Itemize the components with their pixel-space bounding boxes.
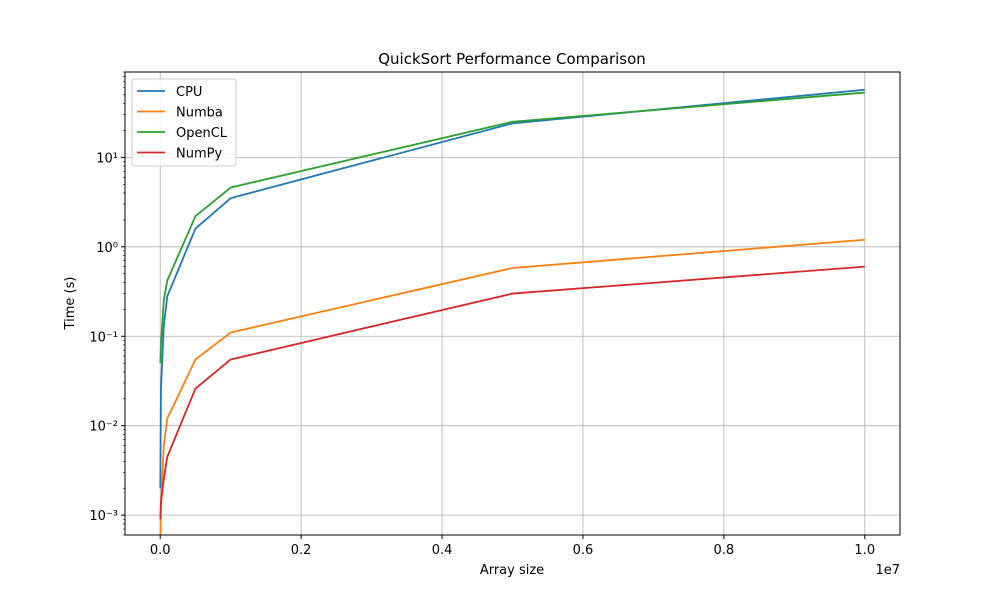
- y-tick-label: 10¹: [96, 151, 118, 166]
- x-offset-label: 1e7: [875, 563, 900, 578]
- legend-label-numba: Numba: [176, 106, 223, 121]
- grid: [125, 72, 900, 535]
- x-tick-label: 0.2: [291, 543, 312, 558]
- y-tick-label: 10⁰: [96, 241, 118, 256]
- series-line-numba: [159, 238, 865, 535]
- y-tick-label: 10⁻³: [89, 509, 118, 524]
- y-tick-label: 10⁻¹: [89, 330, 118, 345]
- x-axis-label: Array size: [480, 563, 544, 578]
- ticks: 0.0 0.2 0.4 0.6 0.8 1.0 10⁻³ 10⁻² 10⁻¹ 10⁰ 10¹: [89, 71, 875, 558]
- series-line-cpu: [159, 88, 865, 489]
- x-tick-label: 0.0: [150, 543, 171, 558]
- y-tick-label: 10⁻²: [89, 420, 118, 435]
- x-tick-label: 1.0: [854, 543, 875, 558]
- legend-label-numpy: NumPy: [176, 147, 222, 162]
- legend-box: [131, 78, 237, 167]
- series-line-opencl: [159, 91, 865, 364]
- plot-frame: [124, 71, 901, 536]
- x-tick-label: 0.6: [573, 543, 594, 558]
- legend-label-opencl: OpenCL: [176, 126, 228, 141]
- legend: CPU Numba OpenCL NumPy: [131, 78, 237, 167]
- chart-title: QuickSort Performance Comparison: [378, 50, 646, 68]
- series-layer: [159, 88, 865, 535]
- legend-label-cpu: CPU: [176, 85, 202, 100]
- y-axis-label: Time (s): [63, 277, 78, 331]
- series-line-numpy: [159, 265, 865, 520]
- x-tick-label: 0.8: [714, 543, 735, 558]
- x-tick-label: 0.4: [432, 543, 453, 558]
